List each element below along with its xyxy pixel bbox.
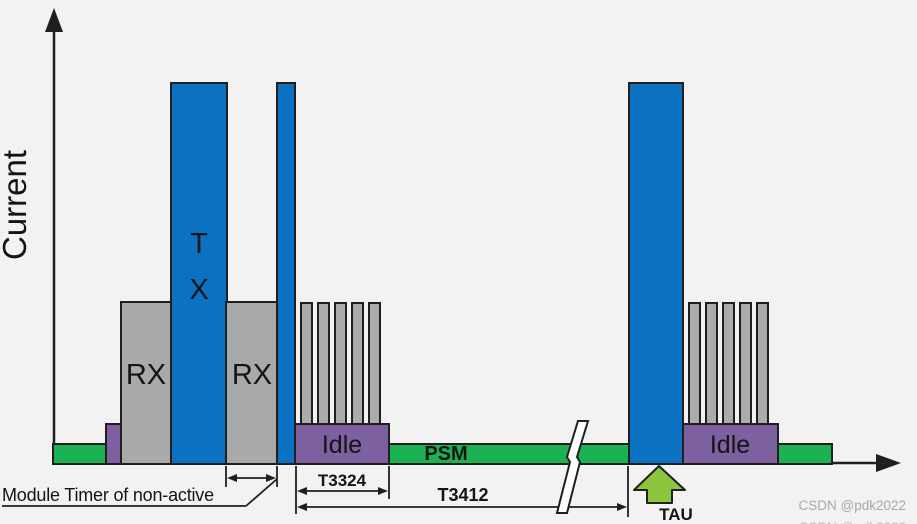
small-purple-bar xyxy=(105,423,123,465)
dim-arrowhead-icon xyxy=(378,487,388,495)
rx-left-label: RX xyxy=(126,359,166,391)
watermark-text-cut: CSDN @pdk2022 xyxy=(798,520,906,524)
comb-bar xyxy=(351,302,364,425)
tau-label: TAU xyxy=(659,505,693,524)
comb-bar xyxy=(705,302,718,425)
comb-bar xyxy=(688,302,701,425)
tx-label-x: X xyxy=(189,274,208,306)
comb-bar xyxy=(368,302,381,425)
rx-left-bar xyxy=(120,301,172,465)
idle-left-comb-bars xyxy=(300,302,381,425)
dim-arrowhead-icon xyxy=(297,503,307,511)
t3412-label: T3412 xyxy=(437,485,488,505)
t3412-dimension xyxy=(300,466,629,517)
comb-bar xyxy=(300,302,313,425)
t3324-dimension xyxy=(295,466,390,514)
dim-arrowhead-icon xyxy=(227,474,237,482)
tx-bar xyxy=(170,82,228,465)
watermark-text: CSDN @pdk2022 xyxy=(798,498,906,513)
comb-bar xyxy=(739,302,752,425)
psm-label: PSM xyxy=(424,443,467,465)
dim-arrowhead-icon xyxy=(266,474,276,482)
non-active-timer-label: Module Timer of non-active xyxy=(2,485,214,505)
axis-break-icon xyxy=(555,420,590,514)
x-axis-arrowhead-icon xyxy=(876,454,901,472)
non-active-dimension xyxy=(2,466,278,507)
idle-left-label: Idle xyxy=(322,431,362,459)
idle-right-label: Idle xyxy=(710,431,750,459)
rx-right-label: RX xyxy=(232,359,272,391)
tau-blue-bar xyxy=(628,82,684,465)
tx-label-t: T xyxy=(190,228,208,260)
comb-bar xyxy=(334,302,347,425)
y-axis-arrowhead-icon xyxy=(45,8,63,32)
comb-bar xyxy=(722,302,735,425)
rx-right-bar xyxy=(225,301,279,465)
comb-bar xyxy=(317,302,330,425)
narrow-blue-bar xyxy=(276,82,296,465)
comb-bar xyxy=(756,302,769,425)
y-axis-label: Current xyxy=(0,150,33,260)
tau-arrow-icon xyxy=(633,465,686,504)
idle-right-comb-bars xyxy=(688,302,769,425)
t3324-label: T3324 xyxy=(318,471,367,490)
dim-arrowhead-icon xyxy=(617,503,627,511)
dim-arrowhead-icon xyxy=(297,487,307,495)
